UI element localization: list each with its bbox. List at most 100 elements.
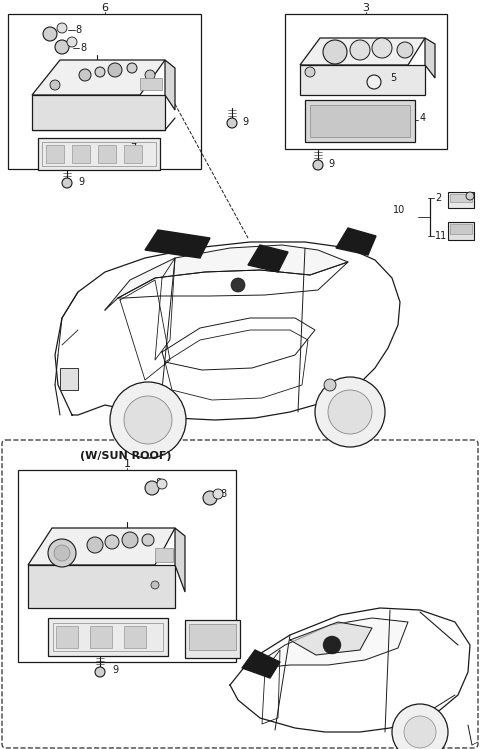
Text: 1: 1 <box>123 459 131 469</box>
Bar <box>53 623 163 651</box>
Polygon shape <box>175 528 185 592</box>
Polygon shape <box>32 60 165 95</box>
Bar <box>448 222 474 240</box>
Circle shape <box>43 27 57 41</box>
FancyBboxPatch shape <box>2 440 478 748</box>
Circle shape <box>110 382 186 458</box>
Bar <box>18 470 236 662</box>
Text: 8: 8 <box>80 43 86 53</box>
Text: 10: 10 <box>393 205 405 215</box>
Circle shape <box>145 70 155 80</box>
Bar <box>90 626 112 648</box>
Polygon shape <box>425 38 435 78</box>
Bar <box>310 105 410 137</box>
Circle shape <box>95 667 105 677</box>
Text: 6: 6 <box>101 3 108 13</box>
Bar <box>46 145 64 163</box>
Text: 9: 9 <box>328 159 334 169</box>
Polygon shape <box>28 528 175 565</box>
Polygon shape <box>165 60 175 110</box>
Text: 7: 7 <box>130 143 136 153</box>
Polygon shape <box>105 245 348 310</box>
Bar <box>189 624 236 650</box>
Bar <box>42 142 156 166</box>
Circle shape <box>328 390 372 434</box>
Polygon shape <box>242 650 280 678</box>
Bar <box>450 224 472 234</box>
Circle shape <box>231 278 245 292</box>
Circle shape <box>67 37 77 47</box>
Text: 11: 11 <box>435 231 447 241</box>
Circle shape <box>323 636 341 654</box>
Circle shape <box>151 581 159 589</box>
Circle shape <box>95 67 105 77</box>
Circle shape <box>157 479 167 489</box>
Circle shape <box>122 532 138 548</box>
Circle shape <box>372 38 392 58</box>
Polygon shape <box>32 95 165 130</box>
Circle shape <box>108 63 122 77</box>
Circle shape <box>145 481 159 495</box>
Circle shape <box>305 67 315 77</box>
Bar <box>38 138 160 170</box>
Text: 8: 8 <box>75 25 81 35</box>
Polygon shape <box>300 65 425 95</box>
Polygon shape <box>336 228 376 255</box>
Polygon shape <box>300 38 425 65</box>
Text: 3: 3 <box>362 3 370 13</box>
Bar <box>124 145 142 163</box>
Circle shape <box>124 396 172 444</box>
Text: (W/SUN ROOF): (W/SUN ROOF) <box>80 451 171 461</box>
Text: 4: 4 <box>420 113 426 123</box>
Circle shape <box>55 40 69 54</box>
Bar <box>448 192 474 208</box>
Text: 2: 2 <box>435 193 441 203</box>
Circle shape <box>404 716 436 748</box>
Circle shape <box>392 704 448 749</box>
Text: 8: 8 <box>155 478 161 488</box>
Circle shape <box>50 80 60 90</box>
Text: 9: 9 <box>78 177 84 187</box>
Circle shape <box>227 118 237 128</box>
Circle shape <box>324 379 336 391</box>
Circle shape <box>57 23 67 33</box>
Bar <box>305 100 415 142</box>
Bar <box>8 14 201 169</box>
Circle shape <box>62 178 72 188</box>
Text: 8: 8 <box>220 489 226 499</box>
Polygon shape <box>290 622 372 655</box>
Bar <box>48 618 168 656</box>
Bar <box>185 620 240 658</box>
Circle shape <box>350 40 370 60</box>
Circle shape <box>466 192 474 200</box>
Bar <box>285 14 447 149</box>
Text: 9: 9 <box>242 117 248 127</box>
Circle shape <box>127 63 137 73</box>
Circle shape <box>54 545 70 561</box>
Circle shape <box>79 69 91 81</box>
Bar <box>72 145 90 163</box>
Bar <box>140 78 162 90</box>
Bar <box>155 548 173 562</box>
Circle shape <box>203 491 217 505</box>
Bar <box>124 626 146 648</box>
Circle shape <box>105 535 119 549</box>
Polygon shape <box>28 565 175 608</box>
Circle shape <box>367 75 381 89</box>
Circle shape <box>397 42 413 58</box>
Polygon shape <box>255 618 408 668</box>
Circle shape <box>213 489 223 499</box>
Circle shape <box>142 534 154 546</box>
Bar <box>60 368 78 390</box>
Circle shape <box>315 377 385 447</box>
Circle shape <box>313 160 323 170</box>
Polygon shape <box>145 230 210 258</box>
Circle shape <box>87 537 103 553</box>
Text: 9: 9 <box>112 665 118 675</box>
Bar <box>56 626 78 648</box>
Circle shape <box>48 539 76 567</box>
Polygon shape <box>248 245 288 272</box>
Text: 5: 5 <box>390 73 396 83</box>
Bar <box>98 145 116 163</box>
Circle shape <box>323 40 347 64</box>
